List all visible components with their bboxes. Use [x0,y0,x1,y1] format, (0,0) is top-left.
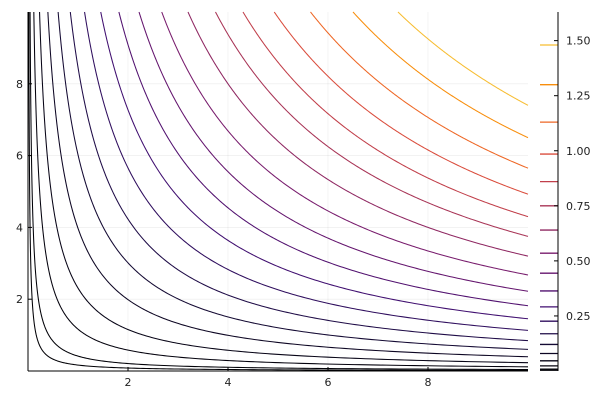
colorbar-tick-label-0: 0.25 [566,310,591,323]
contour-line-9 [118,11,529,307]
contour-line-8 [100,11,529,320]
contour-line-15 [273,11,529,195]
colorbar-tick-label-3: 1.00 [566,145,591,158]
contour-line-18 [397,11,529,106]
grid [28,12,528,371]
y-tick-label-3: 8 [16,78,23,91]
contour-line-10 [138,11,529,292]
x-tick-label-1: 4 [225,376,232,389]
contour-line-1 [29,11,529,371]
contour-lines [28,11,529,371]
contour-line-12 [187,11,529,257]
colorbar-tick-label-5: 1.50 [566,35,591,48]
contour-line-16 [310,11,529,169]
x-tick-label-0: 2 [125,376,132,389]
colorbar-tick-label-4: 1.25 [566,90,591,103]
contour-line-2 [33,11,529,368]
contour-line-5 [57,11,529,350]
contour-line-11 [161,11,529,276]
contour-line-4 [47,11,529,358]
axes: 2 4 6 8 2 4 6 8 [16,12,528,389]
contour-line-3 [39,11,529,364]
colorbar: 0.25 0.50 0.75 1.00 1.25 1.50 [540,12,591,371]
y-tick-label-2: 6 [16,150,23,163]
x-tick-label-3: 8 [425,376,432,389]
contour-line-0 [28,11,529,371]
contour-line-17 [352,11,529,139]
contour-line-7 [84,11,529,331]
x-tick-label-2: 6 [325,376,332,389]
contour-line-6 [69,11,529,342]
colorbar-tick-label-1: 0.50 [566,255,591,268]
contour-line-14 [242,11,529,218]
y-tick-label-0: 2 [16,293,23,306]
contour-line-13 [215,11,529,237]
colorbar-tick-label-2: 0.75 [566,200,591,213]
y-tick-label-1: 4 [16,221,23,234]
